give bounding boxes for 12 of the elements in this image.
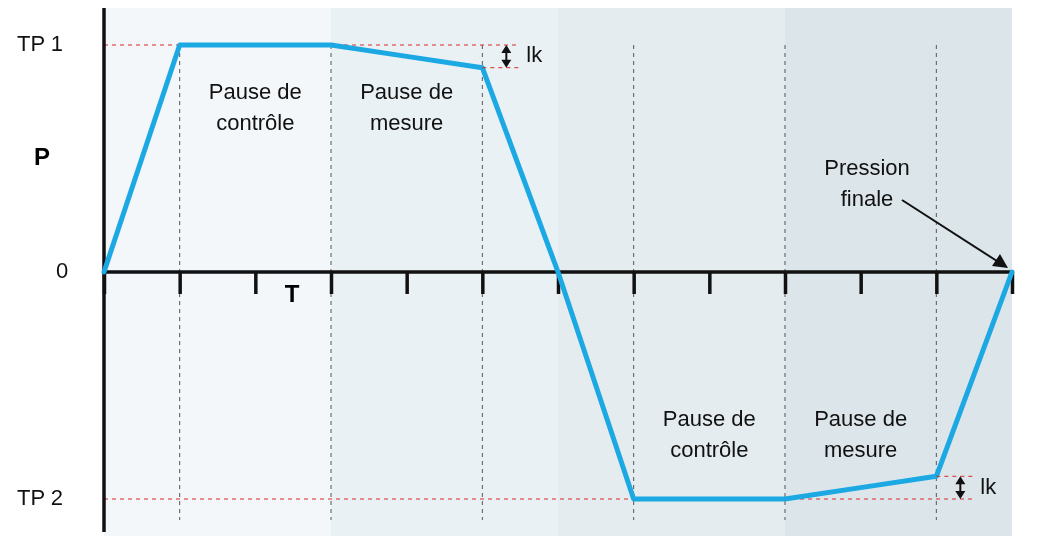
annotation: Pause de contrôle (662, 405, 756, 462)
annotation: lk (526, 42, 544, 68)
x-axis-title: T (284, 280, 300, 307)
annotation: Pause de mesure (360, 78, 454, 135)
ref-line-label: TP 1 (16, 30, 64, 56)
annotation: lk (980, 473, 998, 499)
annotation: Pause de contrôle (208, 78, 302, 135)
annotation: Pression finale (824, 154, 910, 211)
annotation: Pause de mesure (814, 405, 908, 462)
ref-line-label: TP 2 (16, 484, 64, 510)
text: 0 (55, 257, 69, 283)
y-axis-title: P (33, 143, 51, 170)
